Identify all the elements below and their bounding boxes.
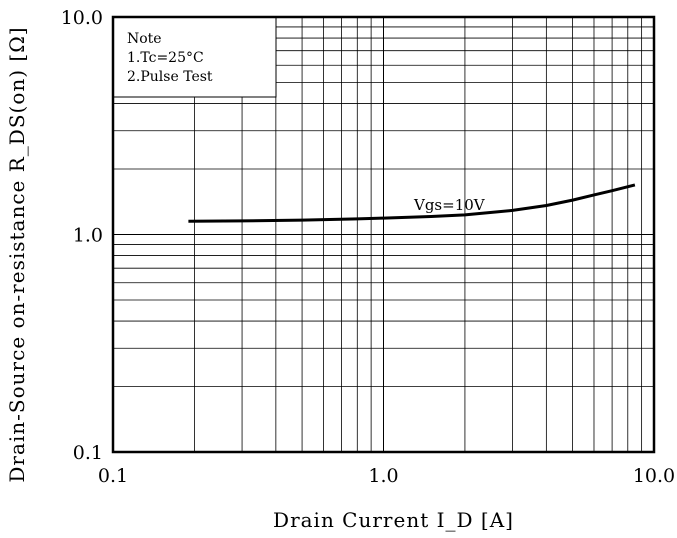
series-label-0: Vgs=10V bbox=[413, 196, 486, 214]
x-tick-label: 0.1 bbox=[98, 465, 128, 487]
x-axis-label: Drain Current I_D [A] bbox=[273, 508, 514, 532]
tick-labels: 0.1 1.0 10.0 0.1 1.0 10.0 bbox=[61, 7, 675, 487]
y-tick-label: 10.0 bbox=[61, 7, 103, 29]
grid bbox=[113, 17, 654, 452]
y-tick-label: 0.1 bbox=[73, 442, 103, 464]
y-tick-label: 1.0 bbox=[73, 225, 103, 247]
series-line-0 bbox=[188, 183, 636, 223]
y-axis-label: Drain-Source on-resistance R_DS(on) [Ω] bbox=[5, 26, 29, 482]
note-line-temperature: 1.Tc=25°C bbox=[127, 50, 204, 66]
x-tick-label: 10.0 bbox=[633, 465, 675, 487]
note-line-pulse-test: 2.Pulse Test bbox=[127, 69, 213, 85]
plot-frame bbox=[111, 15, 656, 454]
x-tick-label: 1.0 bbox=[368, 465, 398, 487]
note-title: Note bbox=[127, 31, 162, 47]
series-marks: Vgs=10V bbox=[188, 183, 636, 223]
